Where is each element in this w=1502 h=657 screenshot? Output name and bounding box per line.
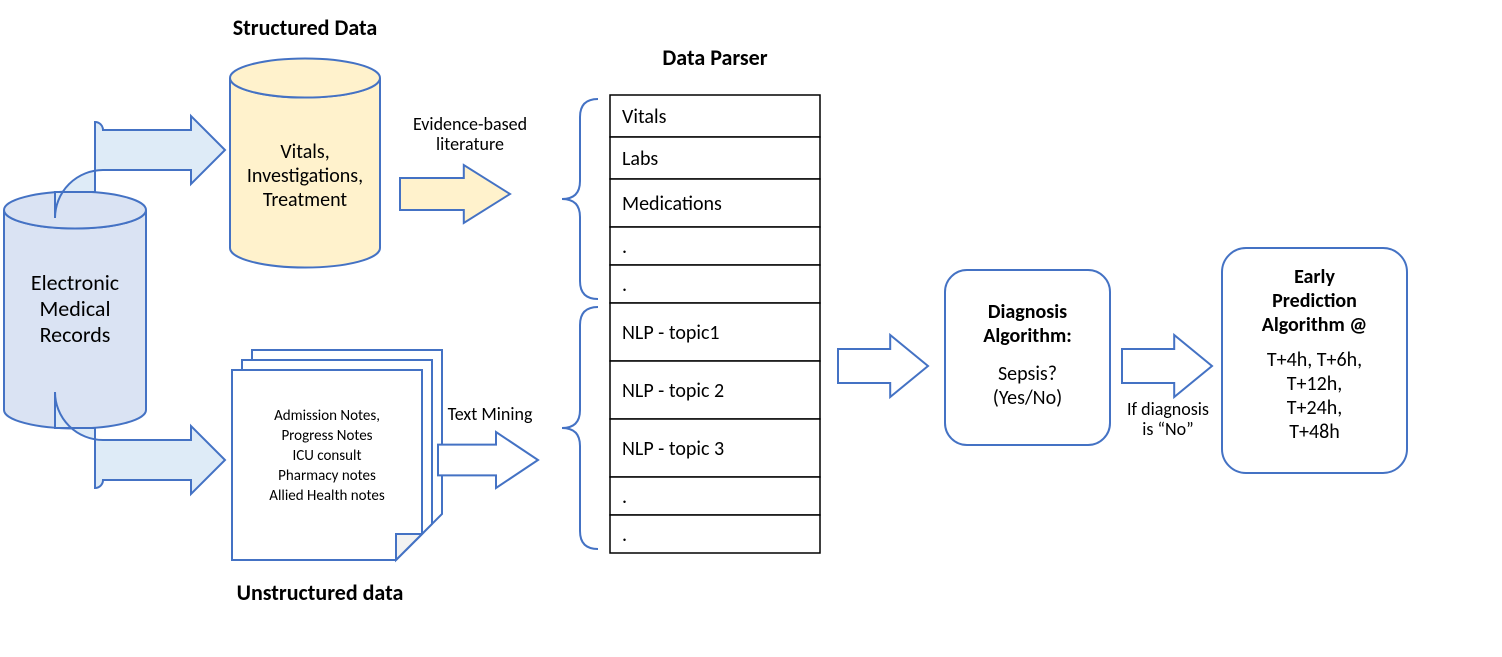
structured-title: Structured Data <box>233 14 378 41</box>
parser-row-label: NLP - topic 2 <box>622 379 724 403</box>
data-parser-title: Data Parser <box>662 44 767 71</box>
brace-top <box>562 99 598 299</box>
if-no-label: If diagnosisis “No” <box>1127 398 1209 440</box>
parser-row <box>610 227 820 265</box>
parser-row-label: . <box>622 523 627 547</box>
parser-row-label: Vitals <box>622 105 667 129</box>
arrow-evidence <box>400 165 510 223</box>
brace-bottom <box>562 307 598 549</box>
diagnosis-body: Sepsis?(Yes/No) <box>993 362 1062 410</box>
parser-row-label: . <box>622 273 627 297</box>
parser-row-label: NLP - topic1 <box>622 321 720 345</box>
parser-row <box>610 265 820 303</box>
evidence-label: Evidence-basedliterature <box>413 113 527 155</box>
emr-label: ElectronicMedicalRecords <box>31 269 119 348</box>
parser-row-label: NLP - topic 3 <box>622 437 724 461</box>
diagnosis-box <box>945 270 1110 445</box>
diagnosis-title: DiagnosisAlgorithm: <box>983 300 1072 348</box>
unstructured-title: Unstructured data <box>237 579 404 606</box>
textmining-label: Text Mining <box>448 403 533 425</box>
parser-row-label: Medications <box>622 192 722 216</box>
parser-row-label: . <box>622 485 627 509</box>
arrow-textmining <box>438 432 538 488</box>
arrow-to-diagnosis <box>838 335 928 397</box>
parser-row <box>610 515 820 553</box>
parser-row-label: . <box>622 235 627 259</box>
arrow-to-prediction <box>1122 335 1212 397</box>
parser-row-label: Labs <box>622 147 658 171</box>
parser-row <box>610 477 820 515</box>
